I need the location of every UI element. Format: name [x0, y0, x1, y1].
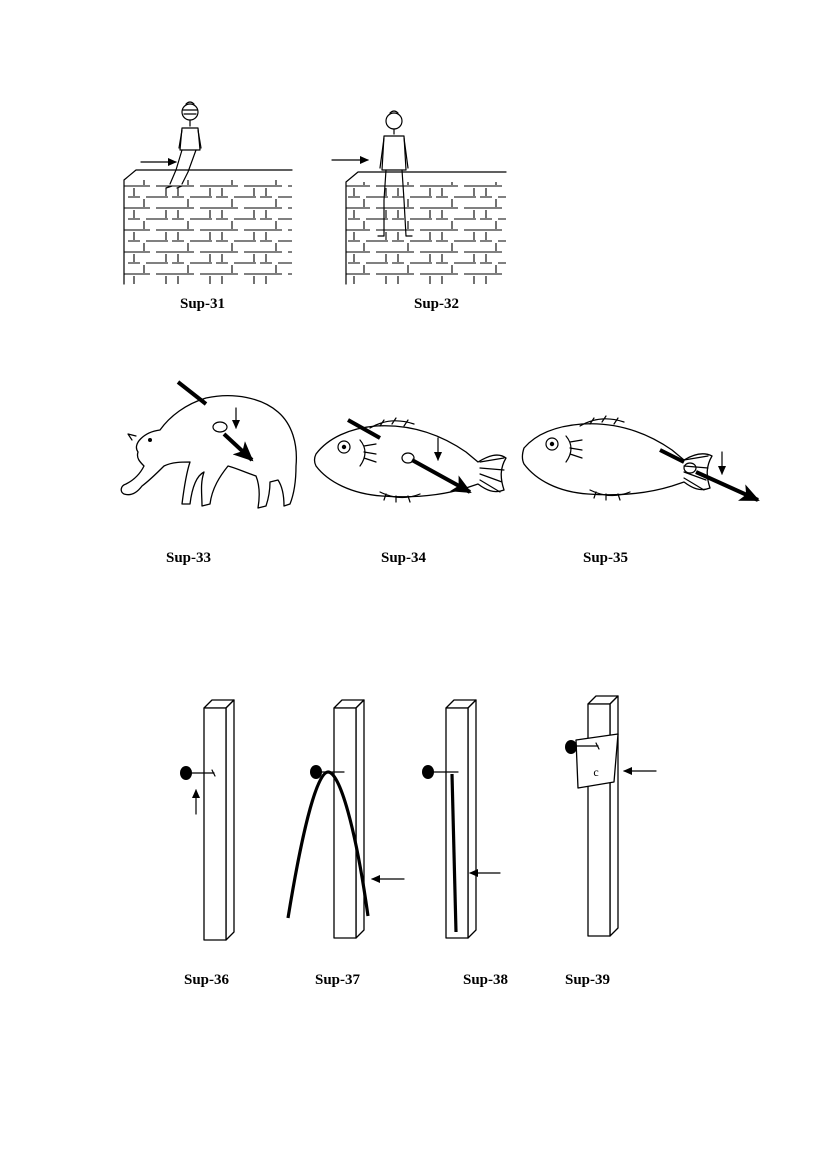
seated-person: [165, 101, 202, 189]
sup37-illustration: [286, 699, 405, 939]
paper-sheet: [575, 733, 619, 789]
spear-shaft: [176, 380, 208, 406]
caption-sup38: Sup-38: [463, 972, 509, 988]
spear-shaft: [347, 418, 381, 440]
wound-circle: [683, 462, 697, 474]
sup36-illustration: [180, 699, 235, 941]
caption-sup33: Sup-33: [166, 550, 212, 566]
spear-shaft: [659, 448, 685, 464]
caption-sup32: Sup-32: [414, 296, 460, 312]
sup38-illustration: [422, 699, 501, 939]
spear-tip: [222, 432, 254, 462]
caption-sup35: Sup-35: [583, 550, 629, 566]
sup34-illustration: [313, 417, 507, 503]
sup39-illustration: c: [565, 695, 657, 937]
wound-circle: [401, 452, 415, 464]
brick-wall: [346, 182, 506, 284]
wound-circle: [212, 421, 228, 433]
sup35-illustration: [521, 415, 760, 502]
sup33-illustration: [120, 380, 298, 509]
brick-wall: [124, 180, 292, 284]
nail-head: [310, 765, 322, 779]
spear-tip: [411, 458, 472, 494]
spear-tip: [695, 470, 760, 502]
sup32-illustration: [331, 110, 507, 285]
fish-body: [313, 425, 507, 498]
caption-sup31: Sup-31: [180, 296, 226, 312]
cord-straight: [450, 773, 458, 933]
paper-label: c: [593, 765, 598, 779]
wooden-post: [203, 707, 227, 941]
caption-sup37: Sup-37: [315, 972, 361, 988]
sup31-illustration: [123, 101, 293, 285]
nail-head: [422, 765, 434, 779]
wooden-post: [333, 707, 357, 939]
tapir-body: [120, 395, 298, 509]
cord-loop: [286, 770, 370, 919]
fish-body: [521, 423, 713, 496]
wooden-post: [445, 707, 469, 939]
caption-sup36: Sup-36: [184, 972, 230, 988]
caption-sup34: Sup-34: [381, 550, 427, 566]
standing-person: [377, 110, 413, 237]
nail-head: [565, 740, 577, 754]
nail-head: [180, 766, 192, 780]
caption-sup39: Sup-39: [565, 972, 611, 988]
